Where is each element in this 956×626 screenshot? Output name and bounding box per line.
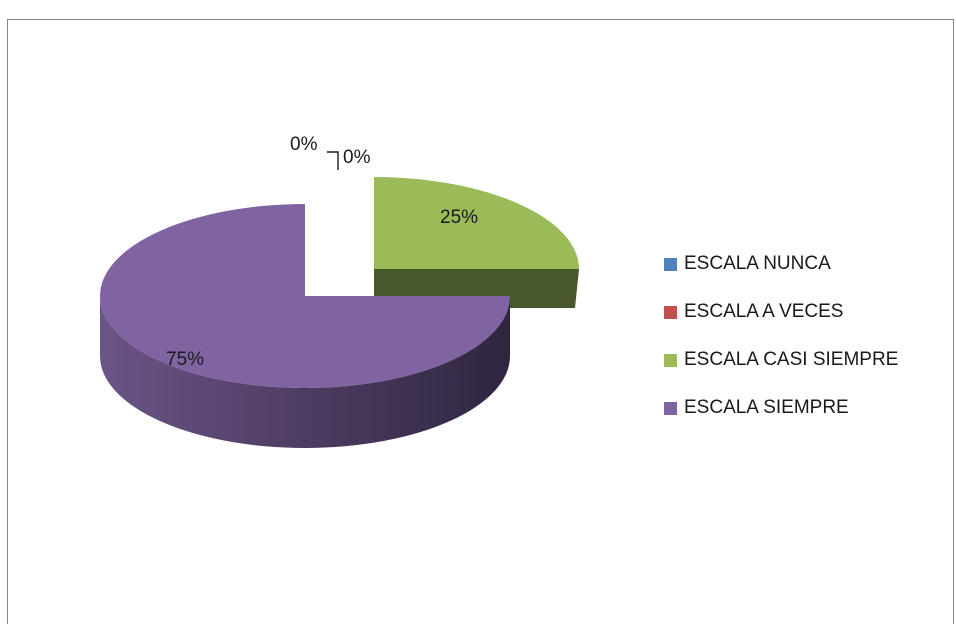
legend-swatch — [664, 305, 677, 319]
legend-label: ESCALA CASI SIEMPRE — [684, 349, 899, 370]
data-label-3: 25% — [440, 207, 478, 228]
pie-slice-3 — [374, 177, 579, 308]
legend-swatch — [664, 257, 677, 271]
legend-item-4: ESCALA SIEMPRE — [664, 384, 898, 432]
chart-legend: ESCALA NUNCA ESCALA A VECES ESCALA CASI SI… — [664, 240, 898, 432]
legend-swatch — [664, 401, 677, 415]
legend-swatch — [664, 353, 677, 367]
data-label-2: 0% — [343, 147, 371, 168]
legend-label: ESCALA SIEMPRE — [684, 397, 849, 418]
legend-item-3: ESCALA CASI SIEMPRE — [664, 336, 898, 384]
leader-line — [327, 151, 339, 170]
legend-label: ESCALA NUNCA — [684, 253, 831, 274]
data-label-4: 75% — [166, 349, 204, 370]
legend-item-2: ESCALA A VECES — [664, 288, 898, 336]
pie-slice-4 — [100, 204, 510, 448]
data-label-1: 0% — [290, 134, 318, 155]
legend-item-1: ESCALA NUNCA — [664, 240, 898, 288]
legend-label: ESCALA A VECES — [684, 301, 844, 322]
